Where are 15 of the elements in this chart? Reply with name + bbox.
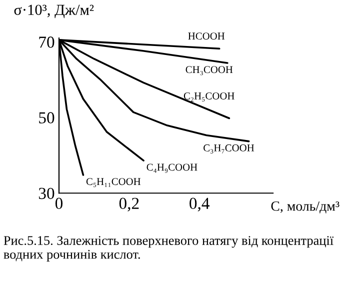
series-label: HCOOH [188, 32, 225, 40]
series-label: CH₃COOH [186, 66, 233, 76]
series-label: C₃H₇COOH [204, 144, 254, 154]
y-tick-label: 50 [39, 112, 54, 124]
series-label: C₂H₅COOH [184, 92, 234, 102]
y-tick-label: 30 [38, 188, 54, 200]
x-tick-label: 0 [55, 198, 63, 210]
series-label: C₄H₉COOH [146, 164, 198, 173]
x-axis-title: C, моль/дм³ [271, 201, 340, 214]
x-tick-label: 0,2 [119, 198, 139, 212]
y-axis-title: σ·10³, Дж/м² [14, 4, 94, 18]
x-tick-label: 0,4 [190, 198, 210, 212]
series-label: C₅H₁₁COOH [86, 178, 141, 188]
text: Рис.5.15. Залежність поверхневого натягу від концентрації водних рочнинів кислот. [4, 236, 334, 262]
y-tick-label: 70 [39, 36, 54, 48]
